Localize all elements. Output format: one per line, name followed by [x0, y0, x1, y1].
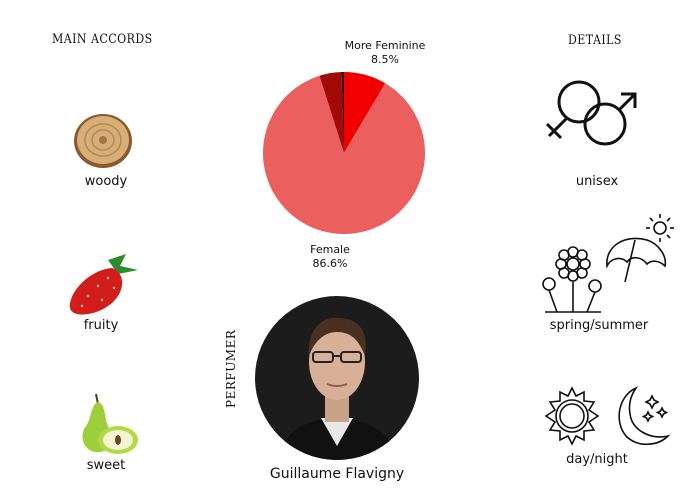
- pie-label-female-value: 86.6%: [312, 257, 348, 270]
- pie-label-more-feminine-value: 8.5%: [371, 53, 399, 66]
- detail-label-spring-summer: spring/summer: [549, 318, 649, 333]
- pie-slice-female: [263, 75, 425, 234]
- detail-label-unisex: unisex: [575, 174, 619, 189]
- perfumer-photo: [255, 296, 419, 460]
- details-heading: DETAILS: [568, 33, 622, 48]
- accord-label-sweet: sweet: [86, 458, 126, 473]
- sun-moon-icon: [540, 384, 680, 456]
- perfumer-name: Guillaume Flavigny: [269, 466, 405, 482]
- flowers-umbrella-sun-icon: [535, 212, 675, 322]
- pie-slice-more-feminine: [344, 72, 386, 153]
- pie-label-more-feminine: More Feminine 8.5%: [330, 39, 440, 67]
- accord-label-woody: woody: [84, 174, 128, 189]
- pie-label-female: Female 86.6%: [300, 243, 360, 271]
- accord-label-fruity: fruity: [83, 318, 119, 333]
- perfumer-heading: PERFUMER: [224, 329, 238, 408]
- pie-label-more-feminine-name: More Feminine: [344, 39, 426, 52]
- strawberry-icon: [68, 246, 140, 322]
- main-accords-heading: MAIN ACCORDS: [52, 32, 153, 47]
- gender-pie-chart: [263, 72, 425, 234]
- pie-label-female-name: Female: [310, 243, 350, 256]
- pie-slice-unlabeled-2: [319, 72, 344, 153]
- pear-icon: [76, 392, 140, 462]
- gender-symbols-icon: [543, 78, 639, 156]
- pie-slice-unlabeled-3: [341, 72, 344, 153]
- detail-label-day-night: day/night: [566, 452, 628, 467]
- wood-slice-icon: [72, 108, 134, 174]
